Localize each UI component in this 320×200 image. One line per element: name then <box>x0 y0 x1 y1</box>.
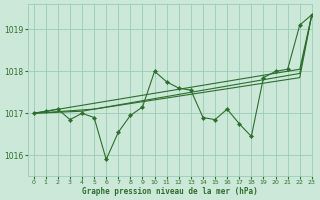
X-axis label: Graphe pression niveau de la mer (hPa): Graphe pression niveau de la mer (hPa) <box>82 187 258 196</box>
